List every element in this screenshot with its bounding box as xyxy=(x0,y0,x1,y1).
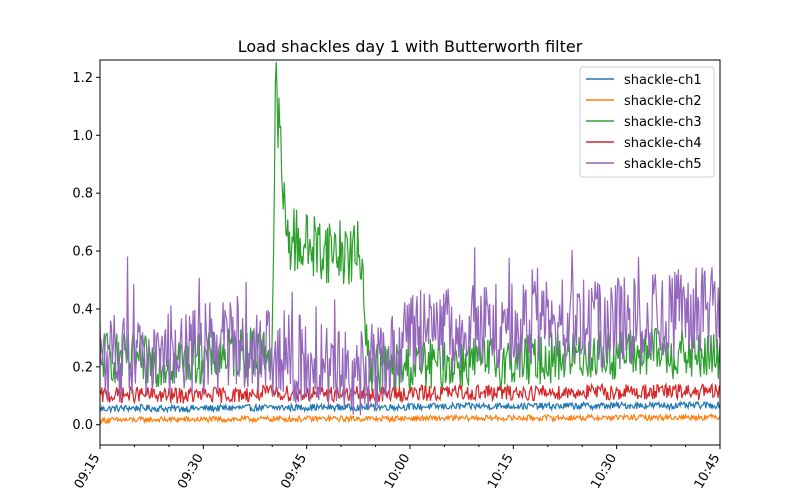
series-line-shackle-ch2 xyxy=(99,412,721,426)
series-line-shackle-ch1 xyxy=(99,400,721,414)
legend-label: shackle-ch2 xyxy=(624,94,702,109)
chart-title: Load shackles day 1 with Butterworth fil… xyxy=(238,37,583,56)
y-tick-label: 0.8 xyxy=(72,187,93,202)
legend-label: shackle-ch5 xyxy=(624,157,702,172)
y-tick-label: 0.0 xyxy=(72,418,93,433)
y-tick-label: 1.2 xyxy=(72,71,93,86)
x-tick-label: 09:45 xyxy=(278,452,310,492)
legend-label: shackle-ch1 xyxy=(624,73,702,88)
x-tick-label: 10:45 xyxy=(692,452,724,492)
x-tick-label: 10:00 xyxy=(382,452,414,492)
x-tick-label: 10:15 xyxy=(485,452,517,492)
y-tick-label: 0.2 xyxy=(72,360,93,375)
x-tick-label: 10:30 xyxy=(588,452,620,492)
legend-box xyxy=(579,66,715,178)
plot-lines xyxy=(99,61,721,426)
x-tick-label: 09:15 xyxy=(72,452,104,492)
y-tick-label: 0.6 xyxy=(72,245,93,260)
y-axis: 0.0 0.2 0.4 0.6 0.8 1.0 1.2 xyxy=(72,71,100,433)
series-line-shackle-ch5 xyxy=(99,247,721,416)
y-tick-label: 1.0 xyxy=(72,129,93,144)
y-tick-label: 0.4 xyxy=(72,302,93,317)
legend: shackle-ch1 shackle-ch2 shackle-ch3 shackle… xyxy=(579,66,715,178)
x-axis: 09:15 09:30 09:45 10:00 10:15 10:30 10:45 xyxy=(72,445,724,492)
legend-label: shackle-ch4 xyxy=(624,136,702,151)
x-tick-label: 09:30 xyxy=(175,452,207,492)
legend-label: shackle-ch3 xyxy=(624,115,702,130)
